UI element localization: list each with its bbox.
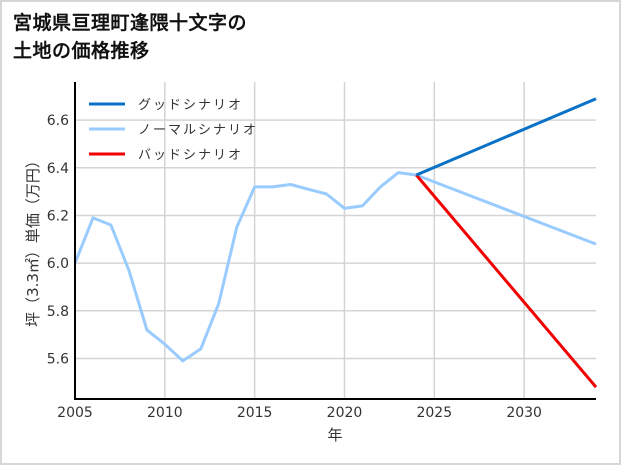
y-tick-label: 6.2 (47, 208, 69, 224)
y-tick-labels: 5.6 5.8 6.0 6.2 6.4 6.6 (47, 113, 69, 367)
x-tick-label: 2030 (506, 405, 542, 421)
chart-title-line-2: 土地の価格推移 (13, 40, 150, 62)
chart-title-line-1: 宮城県亘理町逢隈十文字の (13, 12, 248, 34)
x-tick-label: 2020 (327, 405, 363, 421)
x-tick-label: 2005 (57, 405, 93, 421)
grid-lines (74, 82, 596, 399)
x-tick-labels: 2005 2010 2015 2020 2025 2030 (57, 405, 542, 421)
axes (74, 82, 596, 400)
series-line-good (415, 97, 597, 177)
series-layer (73, 97, 598, 389)
legend-label-good: グッドシナリオ (138, 98, 243, 113)
x-tick-label: 2015 (237, 405, 273, 421)
y-tick-label: 6.6 (47, 113, 69, 129)
y-tick-label: 6.4 (47, 161, 69, 177)
x-axis-label: 年 (327, 426, 342, 444)
y-tick-label: 5.6 (47, 351, 69, 367)
y-axis-label: 坪（3.3㎡）単価（万円） (24, 153, 42, 327)
x-tick-label: 2010 (147, 405, 183, 421)
legend-label-normal: ノーマルシナリオ (138, 123, 258, 138)
series-line-bad (415, 174, 598, 389)
chart-title: 宮城県亘理町逢隈十文字の 土地の価格推移 (13, 9, 247, 65)
y-tick-label: 5.8 (47, 304, 69, 320)
x-tick-label: 2025 (416, 405, 452, 421)
y-tick-label: 6.0 (47, 256, 69, 272)
legend-label-bad: バッドシナリオ (138, 148, 243, 163)
series-line-normal (73, 171, 597, 363)
